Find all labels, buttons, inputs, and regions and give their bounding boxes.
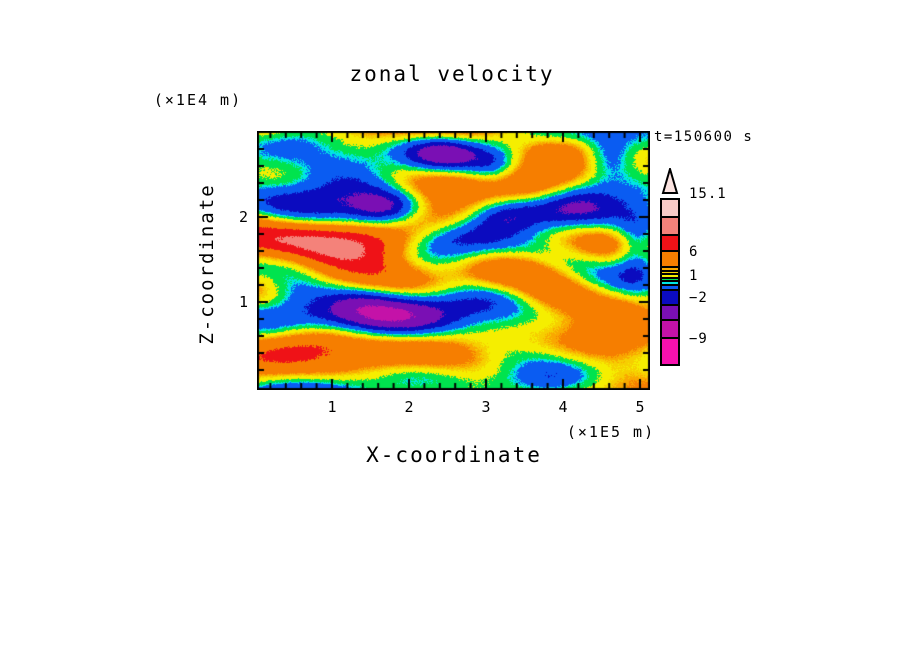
z-axis-tick-label: 1 — [238, 293, 248, 311]
z-axis-units-label: (×1E4 m) — [153, 91, 243, 109]
z-axis-title: Z-coordinate — [196, 183, 218, 345]
x-axis-tick-label: 5 — [635, 398, 645, 416]
zonal-velocity-contour-canvas — [257, 131, 650, 390]
colorbar-tick-label: 6 — [689, 244, 699, 260]
colorbar-overflow-tip-icon — [661, 165, 679, 194]
x-axis-title: X-coordinate — [366, 443, 542, 467]
colorbar-segment — [660, 318, 680, 339]
colorbar-tick-label: 1 — [689, 267, 699, 284]
chart-title: zonal velocity — [349, 62, 555, 86]
time-annotation: t=150600 s — [654, 129, 754, 145]
colorbar-tick-label: −9 — [689, 330, 708, 347]
colorbar-tick-label: 15.1 — [689, 186, 727, 202]
z-axis-tick-label: 2 — [238, 208, 248, 226]
colorbar-segment — [660, 336, 680, 366]
colorbar-segments — [660, 198, 680, 366]
x-axis-tick-label: 1 — [327, 398, 337, 416]
colorbar-segment — [660, 216, 680, 236]
colorbar-segment — [660, 198, 680, 218]
x-axis-tick-label: 4 — [558, 398, 568, 416]
x-axis-tick-label: 3 — [481, 398, 491, 416]
x-axis-tick-label: 2 — [404, 398, 414, 416]
x-axis-units-label: (×1E5 m) — [566, 423, 656, 441]
colorbar-tick-label: −2 — [689, 289, 708, 306]
colorbar — [660, 165, 680, 366]
contour-plot-frame — [257, 131, 650, 390]
